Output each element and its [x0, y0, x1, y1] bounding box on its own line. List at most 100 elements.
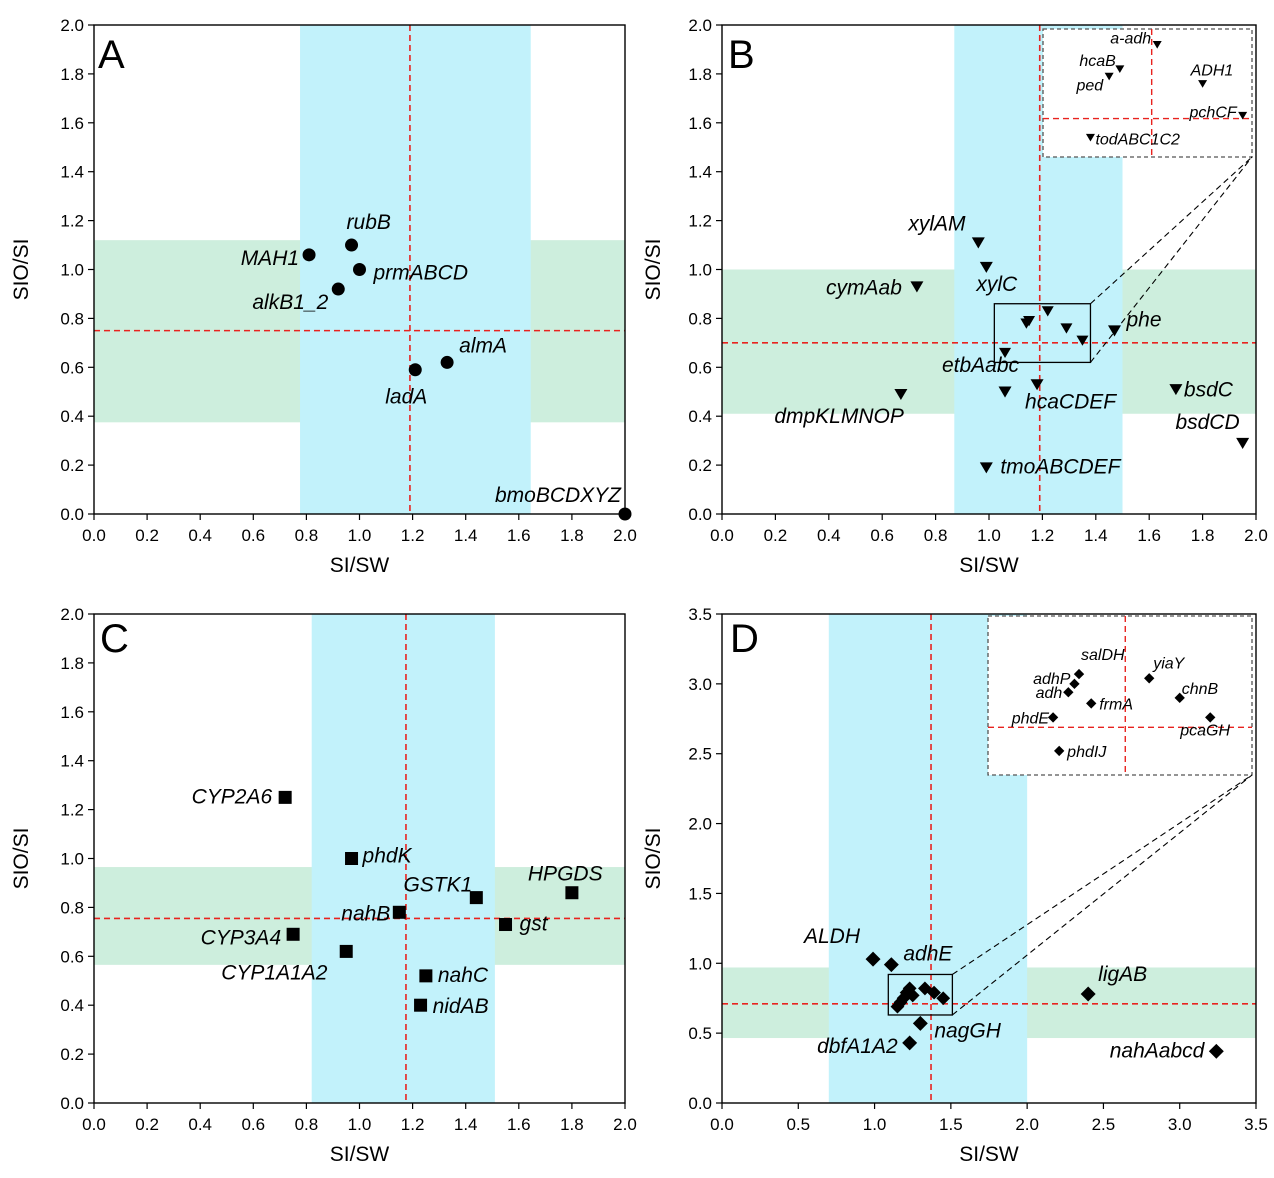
data-point-gst — [499, 918, 513, 932]
data-point-hpgds — [565, 886, 579, 900]
inset-label-hcab: hcaB — [1079, 53, 1116, 70]
x-tick-label: 0.2 — [764, 526, 788, 545]
point-label-dmpklmnop: dmpKLMNOP — [774, 405, 904, 428]
point-label-hcacdef: hcaCDEF — [1025, 390, 1117, 413]
inset-label-chnb: chnB — [1182, 681, 1219, 698]
x-axis-label: SI/SW — [959, 554, 1019, 577]
panel-d: 0.0 0.5 1.0 1.5 2.0 2.5 3.0 3.5 0.0 0.5 1.0 1.5 2.0 2… — [642, 605, 1268, 1166]
point-label-phdk: phdK — [362, 845, 413, 868]
cluster-marker — [936, 991, 951, 1006]
y-tick-label: 2.0 — [688, 815, 712, 834]
data-point-bsdcd — [1236, 437, 1250, 449]
y-tick-label: 1.8 — [688, 65, 712, 84]
inset-marker-pchcf — [1238, 111, 1248, 120]
point-label-nahb: nahB — [341, 902, 390, 925]
panel-letter: D — [730, 617, 759, 661]
x-tick-label: 0.0 — [710, 1115, 734, 1134]
data-point-bsdc — [1169, 384, 1183, 396]
cluster-marker — [999, 347, 1012, 359]
x-tick-label: 0.0 — [710, 526, 734, 545]
panel-letter: A — [98, 33, 125, 77]
y-tick-label: 1.0 — [60, 850, 84, 869]
x-tick-label: 0.8 — [295, 526, 319, 545]
x-tick-label: 1.0 — [863, 1115, 887, 1134]
x-axis-label: SI/SW — [330, 1143, 390, 1166]
inset-label-adh1: ADH1 — [1190, 63, 1234, 80]
point-label-naggh: nagGH — [934, 1019, 1001, 1042]
data-point-gstk1 — [469, 891, 483, 905]
data-point-ligab — [1080, 986, 1096, 1002]
x-tick-label: 1.0 — [348, 526, 372, 545]
data-point-cyp3a4 — [286, 927, 300, 941]
y-tick-label: 1.8 — [60, 654, 84, 673]
x-tick-label: 1.2 — [401, 526, 425, 545]
x-tick-label: 2.5 — [1092, 1115, 1116, 1134]
x-tick-label: 2.0 — [613, 1115, 637, 1134]
y-tick-label: 0.0 — [60, 505, 84, 524]
si-range-band — [300, 25, 531, 514]
y-tick-label: 0.4 — [60, 996, 84, 1015]
data-point-nahaabcd — [1208, 1043, 1224, 1059]
x-tick-label: 0.0 — [82, 526, 106, 545]
inset-label-a-adh: a-adh — [1110, 31, 1151, 48]
y-tick-label: 1.2 — [60, 801, 84, 820]
y-tick-label: 3.0 — [688, 675, 712, 694]
inset-marker-frma — [1086, 698, 1097, 709]
point-label-alkb1-2: alkB1_2 — [252, 291, 328, 314]
y-tick-label: 2.0 — [688, 16, 712, 35]
x-tick-label: 0.2 — [135, 526, 159, 545]
data-point-phdk — [345, 852, 359, 865]
inset-label-ped: ped — [1075, 77, 1104, 94]
point-label-bmobcdxyz: bmoBCDXYZ — [495, 484, 622, 507]
data-point-cyp1a1a2 — [339, 944, 353, 958]
cluster-marker — [1060, 323, 1073, 334]
point-label-alma: almA — [459, 334, 507, 357]
point-label-aldh: ALDH — [802, 925, 861, 948]
data-point-etbaabc — [998, 386, 1012, 398]
x-tick-label: 1.4 — [454, 526, 478, 545]
inset-marker-saldh — [1073, 668, 1085, 680]
zoom-box — [887, 973, 954, 1016]
data-point-phe — [1107, 325, 1121, 337]
panel-letter: C — [100, 617, 129, 661]
inset-label-pchcf: pchCF — [1189, 104, 1238, 121]
data-point-adhe — [883, 957, 899, 973]
point-label-lada: ladA — [385, 386, 427, 409]
y-tick-label: 0.2 — [60, 456, 84, 475]
y-tick-label: 0.0 — [60, 1094, 84, 1113]
y-tick-label: 2.0 — [60, 16, 84, 35]
x-tick-label: 1.8 — [1191, 526, 1215, 545]
y-tick-label: 2.0 — [60, 605, 84, 624]
y-tick-label: 1.4 — [60, 163, 84, 182]
inset-frame — [1042, 28, 1253, 158]
inset-label-phdij: phdIJ — [1066, 744, 1107, 761]
data-point-hcacdef — [1030, 379, 1044, 391]
x-tick-label: 1.2 — [1031, 526, 1055, 545]
y-tick-label: 2.5 — [688, 745, 712, 764]
data-point-prmabcd — [353, 263, 366, 276]
point-label-phe: phe — [1125, 309, 1161, 332]
inset-marker-adhp — [1069, 678, 1080, 690]
zoom-box — [993, 303, 1092, 364]
inset-marker-phde — [1047, 712, 1059, 723]
inset-label-adhp: adhP — [1033, 671, 1071, 688]
si-range-band — [311, 614, 495, 1103]
y-tick-label: 0.6 — [60, 947, 84, 966]
x-axis-label: SI/SW — [959, 1143, 1019, 1166]
x-tick-label: 2.0 — [613, 526, 637, 545]
y-tick-label: 1.6 — [60, 703, 84, 722]
y-tick-label: 0.2 — [60, 1045, 84, 1064]
x-tick-label: 1.2 — [401, 1115, 425, 1134]
point-label-cyp1a1a2: CYP1A1A2 — [221, 961, 328, 984]
x-tick-label: 0.8 — [924, 526, 948, 545]
point-label-nahc: nahC — [438, 964, 489, 987]
inset-marker-adh1 — [1198, 80, 1208, 88]
inset-marker-ped — [1104, 72, 1114, 81]
inset-label-yiay: yiaY — [1152, 655, 1185, 672]
point-label-cyp2a6: CYP2A6 — [192, 785, 273, 808]
x-tick-label: 0.6 — [870, 526, 894, 545]
y-tick-label: 1.2 — [688, 212, 712, 231]
y-tick-label: 0.6 — [60, 358, 84, 377]
y-tick-label: 1.5 — [688, 884, 712, 903]
inset-label-saldh: salDH — [1081, 647, 1125, 664]
